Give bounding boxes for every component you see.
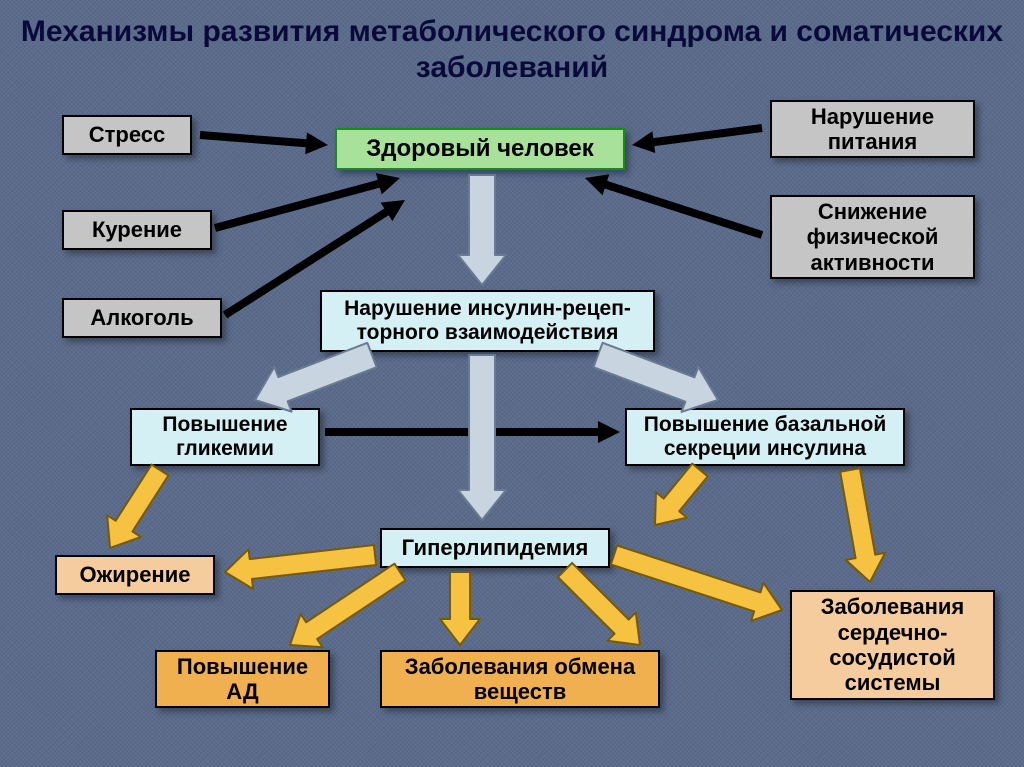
diagram-title: Механизмы развития метаболического синдр… — [0, 14, 1024, 86]
node-basal: Повышение базальной секреции инсулина — [625, 408, 905, 466]
node-glycemia: Повышение гликемии — [130, 408, 320, 466]
node-healthy: Здоровый человек — [335, 128, 625, 170]
node-smoking: Курение — [62, 210, 212, 250]
node-metabolic: Заболевания обмена веществ — [380, 650, 660, 708]
node-alcohol: Алкоголь — [62, 298, 222, 338]
node-hyperlipid: Гиперлипидемия — [380, 528, 610, 568]
node-nutrition: Нарушение питания — [770, 100, 975, 158]
node-obesity: Ожирение — [55, 555, 215, 595]
node-cardio: Заболевания сердечно-сосудистой системы — [790, 590, 995, 700]
node-activity: Снижение физической активности — [770, 195, 975, 279]
node-bp: Повышение АД — [155, 650, 330, 708]
node-stress: Стресс — [62, 115, 192, 155]
node-insulin_rec: Нарушение инсулин-рецеп-торного взаимоде… — [320, 290, 655, 352]
